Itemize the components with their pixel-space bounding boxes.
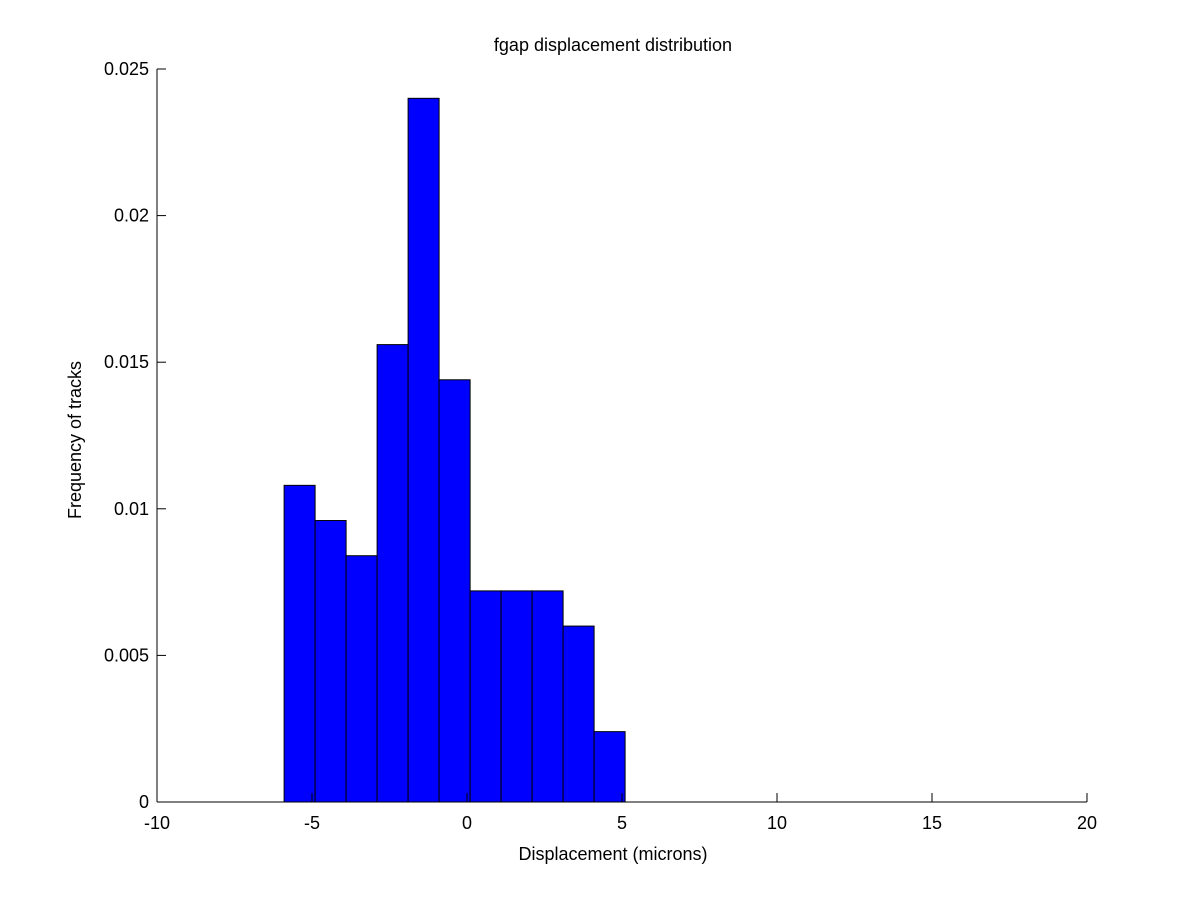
y-tick-label: 0.015 xyxy=(104,352,149,372)
y-tick-label: 0.025 xyxy=(104,59,149,79)
x-tick-label: -5 xyxy=(304,813,320,833)
histogram-bar xyxy=(283,484,316,803)
chart-title: fgap displacement distribution xyxy=(494,35,732,55)
x-tick-label: 0 xyxy=(462,813,472,833)
x-tick-label: 10 xyxy=(767,813,787,833)
y-tick-label: 0.01 xyxy=(114,499,149,519)
y-tick-label: 0.02 xyxy=(114,206,149,226)
histogram-bar xyxy=(345,555,378,803)
y-tick-label: 0.005 xyxy=(104,645,149,665)
histogram-bar xyxy=(562,625,595,803)
y-axis-title: Frequency of tracks xyxy=(65,361,85,519)
histogram-bar xyxy=(593,731,626,803)
x-tick-label: 20 xyxy=(1077,813,1097,833)
y-tick-label: 0 xyxy=(139,792,149,812)
bars-layer xyxy=(283,97,626,803)
histogram-bar xyxy=(531,590,564,803)
axes-layer: -10 -5 0 5 10 15 20 0 0.005 0.01 0.015 0.02 0.025 xyxy=(104,59,1097,833)
x-axis-title: Displacement (microns) xyxy=(518,844,707,864)
histogram-bar xyxy=(314,520,347,803)
x-tick-label: 15 xyxy=(922,813,942,833)
histogram-bar xyxy=(376,344,409,803)
histogram-bar xyxy=(469,590,502,803)
histogram-bar xyxy=(438,379,471,803)
histogram-bar xyxy=(407,97,440,803)
x-tick-label: 5 xyxy=(617,813,627,833)
x-tick-label: -10 xyxy=(144,813,170,833)
histogram-bar xyxy=(500,590,533,803)
